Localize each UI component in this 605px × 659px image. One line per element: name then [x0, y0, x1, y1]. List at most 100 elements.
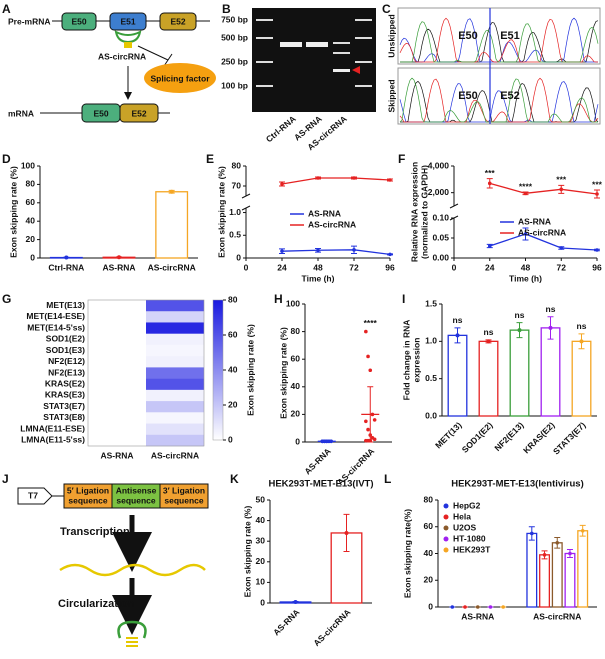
legend-label: Hela	[453, 511, 471, 521]
cell	[146, 322, 204, 334]
annotation: ns	[546, 304, 556, 314]
y-tick-label: 0.00	[432, 252, 449, 262]
bar-dot	[542, 553, 547, 557]
bar	[478, 340, 499, 417]
row-label: MET(E14-ESE)	[26, 311, 85, 321]
trace	[399, 81, 599, 123]
block	[111, 483, 161, 509]
cell	[88, 356, 146, 368]
cell	[88, 344, 146, 357]
marker-label: 250 bp	[221, 56, 248, 66]
point	[366, 427, 370, 432]
bar	[509, 329, 530, 417]
y-tick-label: 1.5	[425, 298, 437, 308]
point	[595, 192, 599, 196]
row-label: STAT3(E7)	[43, 401, 85, 411]
bar	[526, 532, 538, 608]
y-tick-label: 0	[295, 436, 300, 446]
bar	[155, 191, 189, 259]
label: mRNA	[8, 108, 34, 118]
x-tick-label: 96	[592, 262, 602, 272]
row-label: KRAS(E3)	[45, 390, 85, 400]
trace	[400, 80, 599, 123]
colorbar-tick-label: 0	[228, 434, 233, 444]
cell	[88, 412, 146, 424]
error-bar	[578, 333, 585, 350]
y-tick-label: 20	[26, 234, 36, 244]
x-tick-label: AS-RNA	[102, 262, 135, 272]
cell	[146, 378, 204, 391]
cell	[88, 333, 146, 346]
x-tick-label: 96	[385, 262, 395, 272]
cell	[88, 423, 146, 436]
y-tick-label: 20	[424, 575, 434, 585]
block	[159, 483, 209, 509]
exon-label: E52	[131, 108, 146, 118]
exon	[61, 12, 97, 31]
error-bar	[547, 316, 554, 340]
exon-label: E50	[71, 16, 86, 26]
x-axis-label: Time (h)	[509, 273, 542, 283]
point	[364, 419, 368, 424]
panel-label: D	[2, 152, 11, 166]
y-tick-label: 20	[291, 409, 301, 419]
bar	[540, 327, 561, 417]
legend-label: HEK293T	[453, 544, 491, 554]
y-tick-label: 2,000	[428, 187, 450, 197]
bar	[577, 530, 589, 608]
panel-label: B	[222, 2, 231, 16]
block-label: sequence	[116, 495, 155, 505]
series-line	[281, 249, 391, 256]
column-label: AS-circRNA	[151, 450, 199, 460]
exon	[109, 12, 147, 31]
x-tick-label: MET(13)	[433, 420, 464, 451]
bar	[539, 554, 551, 608]
x-tick-label: 72	[349, 262, 359, 272]
point	[280, 182, 284, 186]
step-label: Circularization	[58, 598, 135, 610]
point	[364, 329, 368, 334]
panel-label: J	[2, 472, 9, 486]
y-tick-label: 0	[260, 597, 265, 607]
cell	[88, 300, 146, 312]
marker-label: 750 bp	[221, 14, 248, 24]
panel-label: F	[398, 152, 405, 166]
lane-label: Ctrl-RNA	[264, 114, 298, 145]
error-bar	[116, 256, 122, 259]
promoter	[17, 487, 53, 505]
block-label: sequence	[68, 495, 107, 505]
gel-b: 750 bp 500 bp 250 bp 100 bp Ctrl-RNA AS-…	[221, 8, 376, 152]
exon-label: E52	[500, 90, 520, 102]
cell	[88, 434, 146, 447]
error-bar	[485, 339, 492, 344]
y-axis-label: expression	[411, 338, 421, 383]
cell	[146, 423, 204, 436]
y-tick-label: 60	[424, 521, 434, 531]
y-tick-label: 80	[232, 160, 242, 170]
bar-dot	[580, 528, 585, 533]
bar	[551, 542, 563, 608]
row-label: NF2(E12)	[48, 356, 85, 366]
colorbar-tick-label: 60	[228, 329, 238, 339]
trace	[400, 20, 599, 63]
promoter-label: T7	[28, 490, 38, 500]
annotation: ***	[485, 168, 496, 178]
rna	[59, 563, 206, 577]
y-tick-label: 30	[256, 535, 266, 545]
error-bar	[168, 189, 175, 194]
panel-label: E	[206, 152, 214, 166]
row-label: SOD1(E3)	[46, 345, 85, 355]
error-bar	[454, 327, 461, 344]
series-line	[489, 233, 598, 251]
step-label: Transcription	[60, 526, 130, 538]
legend-label: AS-circRNA	[518, 227, 566, 237]
annotation: ns	[484, 327, 494, 337]
legend-label: AS-RNA	[308, 208, 341, 218]
circ-stem	[124, 42, 132, 48]
heatmap-frame	[87, 299, 205, 447]
point	[316, 248, 320, 253]
cell	[146, 401, 204, 413]
y-tick-label: 40	[291, 381, 301, 391]
exon-label: E51	[500, 30, 520, 42]
point	[352, 248, 356, 252]
